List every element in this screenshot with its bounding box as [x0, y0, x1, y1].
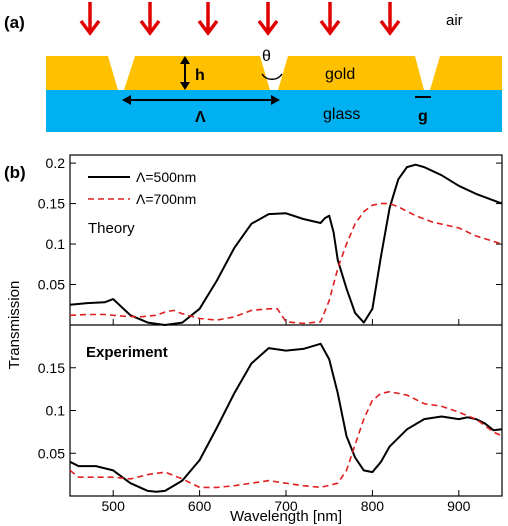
- legend-label-500: Λ=500nm: [136, 169, 196, 185]
- legend-label-700: Λ=700nm: [136, 191, 196, 207]
- air-label: air: [446, 12, 463, 29]
- axis-ticks: 500 600 700 800 900 0.05 0.1 0.15 0.2 0.05 0.1 0.15: [38, 155, 502, 514]
- gold-ridge: [46, 56, 118, 90]
- x-tick-label: 900: [447, 498, 471, 514]
- y-tick-label: 0.15: [38, 360, 65, 376]
- glass-substrate: [46, 90, 502, 132]
- x-axis-label: Wavelength [nm]: [230, 508, 342, 525]
- series-line: [69, 342, 503, 493]
- y-tick-label: 0.1: [46, 236, 66, 252]
- y-tick-label: 0.05: [38, 445, 65, 461]
- gold-ridge: [278, 56, 424, 90]
- period-arrowhead-right: [271, 95, 280, 105]
- panel-a-label: (a): [4, 13, 25, 32]
- incident-arrow: [197, 2, 219, 36]
- h-label: h: [195, 67, 205, 84]
- y-tick-label: 0.1: [46, 403, 66, 419]
- x-tick-label: 800: [361, 498, 385, 514]
- y-tick-label: 0.05: [38, 277, 65, 293]
- theta-label: θ: [262, 48, 271, 65]
- gold-label: gold: [325, 66, 355, 83]
- incident-arrow: [379, 2, 401, 36]
- incident-light-arrows: [79, 2, 401, 36]
- incident-arrow: [139, 2, 161, 36]
- theory-annotation: Theory: [88, 220, 135, 237]
- series-line: [69, 163, 503, 326]
- y-tick-label: 0.15: [38, 196, 65, 212]
- experiment-annotation: Experiment: [86, 344, 168, 361]
- period-arrowhead-left: [122, 95, 131, 105]
- series-line: [69, 202, 503, 325]
- gold-film: [46, 56, 502, 90]
- x-tick-label: 500: [102, 498, 126, 514]
- h-arrowhead-top: [180, 56, 190, 64]
- gap-label: g: [418, 108, 428, 125]
- gold-ridge: [430, 56, 502, 90]
- incident-arrow: [257, 2, 279, 36]
- incident-arrow: [319, 2, 341, 36]
- theta-arc: [261, 73, 283, 81]
- series-line: [69, 390, 503, 489]
- x-tick-label: 600: [188, 498, 212, 514]
- panel-b-label: (b): [4, 163, 26, 182]
- lambda-label: Λ: [195, 109, 206, 126]
- gold-ridge: [124, 56, 270, 90]
- glass-label: glass: [323, 106, 360, 123]
- y-tick-label: 0.2: [46, 155, 66, 171]
- h-arrowhead-bottom: [180, 82, 190, 90]
- curves: [69, 163, 503, 493]
- incident-arrow: [79, 2, 101, 36]
- y-axis-label: Transmission: [6, 281, 23, 370]
- transmission-chart: 500 600 700 800 900 0.05 0.1 0.15 0.2 0.05 0.1 0.15…: [6, 154, 503, 525]
- x-tick-label: 700: [274, 498, 298, 514]
